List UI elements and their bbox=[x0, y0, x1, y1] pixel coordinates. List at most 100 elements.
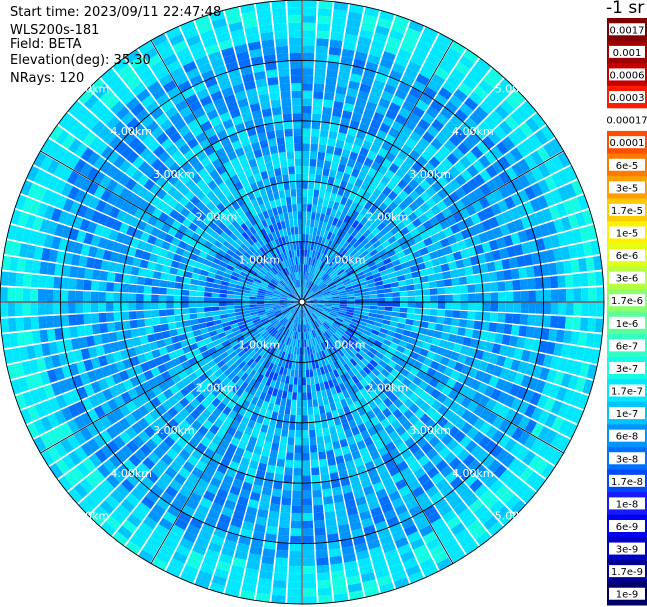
range-gate-cell bbox=[204, 307, 212, 312]
range-gate-cell bbox=[193, 107, 206, 119]
range-gate-cell bbox=[245, 335, 254, 342]
range-gate-cell bbox=[213, 278, 222, 285]
range-gate-cell bbox=[117, 340, 127, 351]
range-gate-cell bbox=[283, 413, 290, 423]
range-gate-cell bbox=[327, 395, 335, 405]
range-gate-cell bbox=[24, 331, 34, 345]
range-gate-cell bbox=[235, 284, 244, 290]
range-gate-cell bbox=[575, 377, 587, 393]
range-gate-cell bbox=[489, 282, 498, 292]
range-gate-cell bbox=[282, 106, 292, 115]
range-gate-cell bbox=[207, 151, 219, 163]
range-gate-cell bbox=[368, 390, 378, 400]
range-gate-cell bbox=[326, 355, 333, 364]
range-gate-cell bbox=[210, 231, 220, 240]
range-gate-cell bbox=[110, 489, 125, 504]
range-gate-cell bbox=[76, 230, 87, 243]
range-gate-cell bbox=[507, 131, 522, 147]
range-gate-cell bbox=[53, 276, 62, 289]
range-gate-cell bbox=[550, 189, 563, 204]
range-gate-cell bbox=[437, 188, 449, 200]
range-gate-cell bbox=[183, 149, 196, 161]
range-gate-cell bbox=[211, 310, 220, 316]
range-gate-cell bbox=[483, 385, 495, 398]
range-gate-cell bbox=[307, 315, 312, 324]
range-gate-cell bbox=[171, 237, 181, 247]
range-gate-cell bbox=[430, 453, 443, 466]
range-gate-cell bbox=[333, 320, 342, 327]
range-gate-cell bbox=[145, 326, 155, 335]
range-gate-cell bbox=[103, 130, 117, 145]
range-gate-cell bbox=[309, 303, 317, 306]
range-gate-cell bbox=[411, 431, 423, 443]
range-gate-cell bbox=[331, 296, 340, 299]
range-gate-cell bbox=[300, 286, 302, 295]
range-gate-cell bbox=[405, 93, 419, 106]
range-gate-cell bbox=[278, 190, 286, 199]
range-gate-cell bbox=[315, 542, 328, 551]
colorbar-label-background bbox=[609, 181, 645, 194]
range-gate-cell bbox=[22, 391, 34, 407]
range-gate-cell bbox=[273, 404, 280, 413]
range-gate-cell bbox=[141, 496, 155, 510]
range-gate-cell bbox=[87, 438, 100, 453]
range-gate-cell bbox=[438, 446, 452, 459]
range-gate-cell bbox=[296, 249, 300, 257]
range-gate-cell bbox=[295, 308, 300, 317]
range-gate-cell bbox=[482, 282, 491, 292]
range-gate-cell bbox=[262, 178, 271, 187]
range-gate-cell bbox=[424, 335, 434, 344]
range-gate-cell bbox=[324, 256, 331, 264]
range-gate-cell bbox=[366, 232, 375, 242]
range-gate-cell bbox=[151, 33, 168, 47]
range-gate-cell bbox=[273, 310, 282, 315]
range-gate-cell bbox=[100, 333, 110, 344]
range-gate-cell bbox=[413, 47, 429, 60]
range-gate-cell bbox=[351, 409, 360, 420]
range-gate-cell bbox=[388, 201, 398, 211]
range-gate-cell bbox=[151, 309, 160, 318]
range-gate-cell bbox=[343, 232, 351, 241]
range-gate-cell bbox=[249, 296, 257, 300]
colorbar-label-background bbox=[609, 271, 645, 284]
range-ring-label: 4.00km bbox=[452, 467, 494, 480]
range-gate-cell bbox=[200, 156, 212, 168]
range-gate-cell bbox=[231, 241, 241, 250]
range-gate-cell bbox=[355, 204, 364, 214]
range-gate-cell bbox=[402, 267, 412, 275]
range-gate-cell bbox=[241, 11, 257, 22]
range-gate-cell bbox=[164, 233, 174, 244]
range-gate-cell bbox=[205, 548, 220, 561]
range-gate-cell bbox=[330, 115, 341, 125]
range-gate-cell bbox=[360, 264, 370, 271]
range-gate-cell bbox=[536, 146, 551, 162]
range-gate-cell bbox=[234, 90, 247, 101]
range-gate-cell bbox=[200, 436, 212, 448]
colorbar-label-background bbox=[609, 565, 645, 578]
range-gate-cell bbox=[549, 450, 564, 466]
range-gate-cell bbox=[465, 440, 478, 454]
range-gate-cell bbox=[158, 287, 167, 295]
range-gate-cell bbox=[120, 145, 134, 159]
range-gate-cell bbox=[419, 348, 429, 357]
range-gate-cell bbox=[285, 398, 292, 408]
range-gate-cell bbox=[234, 308, 243, 313]
range-gate-cell bbox=[287, 296, 295, 300]
range-gate-cell bbox=[341, 322, 350, 329]
range-gate-cell bbox=[158, 294, 167, 302]
range-gate-cell bbox=[207, 413, 218, 424]
range-gate-cell bbox=[238, 535, 252, 546]
range-gate-cell bbox=[43, 205, 56, 220]
range-gate-cell bbox=[482, 312, 491, 322]
range-gate-cell bbox=[261, 376, 268, 385]
range-gate-cell bbox=[285, 258, 291, 267]
range-gate-cell bbox=[460, 293, 469, 302]
range-gate-cell bbox=[408, 87, 423, 99]
range-gate-cell bbox=[53, 146, 68, 162]
range-gate-cell bbox=[223, 143, 234, 154]
range-gate-cell bbox=[578, 258, 588, 272]
range-gate-cell bbox=[55, 129, 70, 145]
range-gate-cell bbox=[406, 357, 417, 366]
range-gate-cell bbox=[223, 227, 233, 237]
range-gate-cell bbox=[286, 275, 292, 283]
